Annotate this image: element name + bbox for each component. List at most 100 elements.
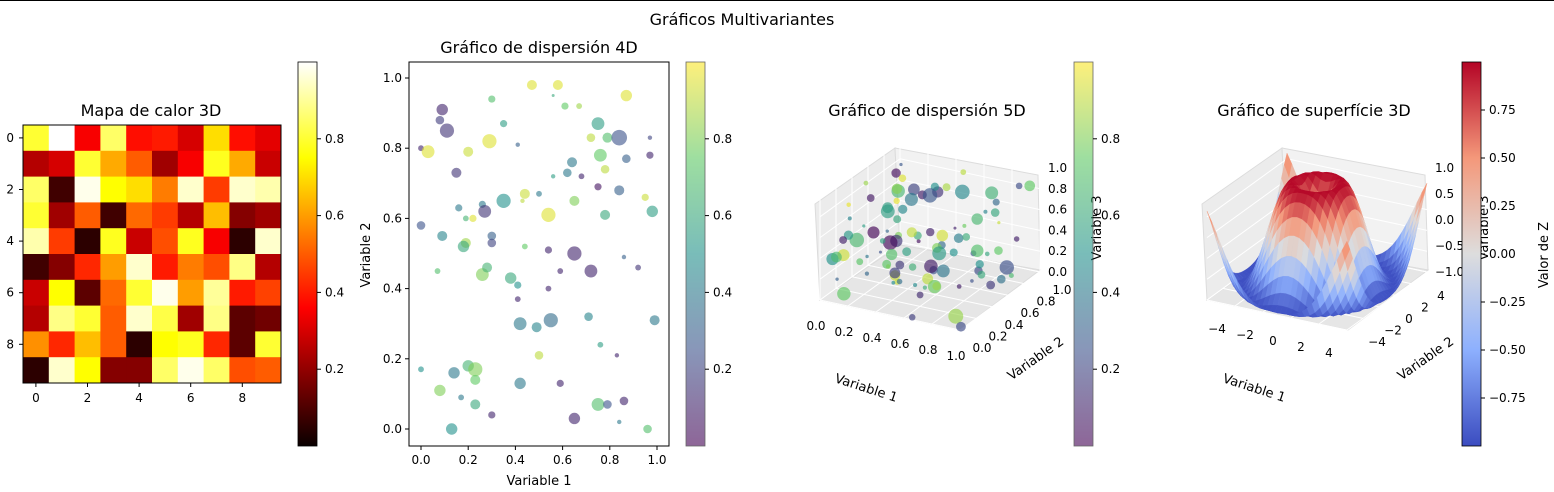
heatmap-cell bbox=[229, 305, 256, 332]
heatmap-cell bbox=[152, 202, 179, 229]
scatter5d-point bbox=[955, 184, 970, 200]
heatmap-cell bbox=[177, 150, 204, 177]
scatter4d-xtick-label: 0.6 bbox=[553, 453, 572, 467]
scatter5d-point bbox=[971, 213, 983, 225]
heatmap-cell bbox=[100, 176, 127, 203]
scatter4d-point bbox=[470, 399, 481, 410]
scatter4d-ylabel: Variable 2 bbox=[359, 222, 374, 287]
scatter4d-point bbox=[519, 188, 530, 199]
scatter4d-point bbox=[646, 151, 654, 159]
scatter5d-point bbox=[996, 274, 1006, 284]
scatter4d-point bbox=[437, 230, 448, 241]
scatter5d-gridline bbox=[819, 179, 901, 239]
heatmap-ytick-label: 2 bbox=[6, 183, 14, 197]
heatmap-xtick-label: 8 bbox=[238, 391, 246, 405]
scatter4d-point bbox=[567, 246, 582, 261]
heatmap-cell bbox=[23, 331, 50, 358]
scatter5d-point bbox=[971, 244, 984, 257]
scatter5d-point bbox=[893, 215, 902, 224]
scatter5d-gridline bbox=[959, 271, 1041, 331]
heatmap-cell bbox=[126, 305, 153, 332]
scatter5d-point bbox=[984, 251, 990, 257]
scatter5d-point bbox=[953, 233, 964, 244]
scatter4d-point bbox=[436, 103, 448, 116]
surface-facet bbox=[1341, 240, 1351, 261]
surface-ytick-label: 4 bbox=[1437, 289, 1445, 303]
heatmap-cell bbox=[48, 202, 75, 229]
scatter5d-point bbox=[916, 239, 921, 244]
scatter4d-point bbox=[594, 183, 602, 191]
scatter5d-gridline bbox=[847, 247, 929, 307]
heatmap-cell bbox=[100, 150, 127, 177]
scatter4d-point bbox=[439, 123, 455, 138]
scatter4d-point bbox=[455, 204, 463, 212]
scatter5d-point bbox=[962, 223, 967, 228]
scatter5d-title: Gráfico de dispersión 5D bbox=[828, 101, 1025, 120]
scatter5d-point bbox=[849, 232, 865, 248]
heatmap-xtick-label: 6 bbox=[187, 391, 195, 405]
scatter5d-point bbox=[927, 279, 942, 294]
surface-xtick-label: 4 bbox=[1325, 346, 1333, 360]
scatter4d-point bbox=[496, 193, 511, 208]
heatmap-cell bbox=[23, 305, 50, 332]
scatter4d-point bbox=[611, 129, 628, 146]
scatter5d-point bbox=[986, 280, 996, 290]
surface-gridline bbox=[1206, 137, 1288, 197]
heatmap-cell bbox=[48, 357, 75, 384]
scatter4d-point bbox=[457, 240, 470, 253]
scatter5d-point bbox=[891, 280, 896, 285]
heatmap-cell bbox=[177, 176, 204, 203]
scatter5d-point bbox=[949, 248, 958, 257]
scatter5d-point bbox=[904, 192, 918, 206]
surface-gridline bbox=[1206, 179, 1288, 239]
surface-xtick-label: −2 bbox=[1236, 328, 1254, 342]
scatter4d-point bbox=[421, 145, 435, 159]
surface-colorbar-tick-label: 0.75 bbox=[1489, 103, 1516, 117]
scatter4d-xlabel: Variable 1 bbox=[506, 474, 571, 489]
scatter5d-point bbox=[962, 233, 971, 241]
heatmap-cell bbox=[229, 331, 256, 358]
surface-ztick-label: 1.0 bbox=[1435, 161, 1454, 175]
heatmap-cell bbox=[74, 305, 101, 332]
scatter5d-point bbox=[862, 224, 866, 228]
surface-colorbar-tick-label: 0.00 bbox=[1489, 247, 1516, 261]
surface-xlabel: Variable 1 bbox=[1221, 371, 1287, 405]
heatmap-cell bbox=[48, 150, 75, 177]
heatmap-cell bbox=[255, 176, 282, 203]
heatmap-cell bbox=[152, 305, 179, 332]
heatmap-panel: Mapa de calor 3D 0 2 4 6 8 0 2 4 6 8 0.2 0.4 0.6 0.… bbox=[6, 61, 344, 447]
scatter4d-point bbox=[617, 419, 622, 425]
scatter4d-point bbox=[614, 185, 625, 196]
scatter4d-point bbox=[458, 394, 465, 401]
scatter5d-point bbox=[922, 285, 927, 290]
heatmap-cell bbox=[177, 357, 204, 384]
surface-colorbar-tick-label: −0.75 bbox=[1489, 391, 1526, 405]
heatmap-cell bbox=[177, 202, 204, 229]
scatter4d-xtick-label: 1.0 bbox=[647, 453, 666, 467]
heatmap-cell bbox=[177, 331, 204, 358]
scatter5d-point bbox=[843, 230, 854, 240]
surface-colorbar-tick-label: −0.25 bbox=[1489, 295, 1526, 309]
scatter4d-point bbox=[515, 142, 520, 147]
scatter4d-title: Gráfico de dispersión 4D bbox=[440, 38, 637, 57]
surface-title: Gráfico de superfície 3D bbox=[1217, 101, 1410, 120]
heatmap-cell bbox=[177, 254, 204, 281]
surface-colorbar-tick-label: 0.25 bbox=[1489, 199, 1516, 213]
heatmap-cell bbox=[23, 202, 50, 229]
scatter4d-point bbox=[550, 174, 556, 179]
scatter5d-gridline bbox=[899, 241, 1041, 273]
heatmap-cell bbox=[126, 331, 153, 358]
heatmap-cell bbox=[74, 125, 101, 152]
scatter4d-point bbox=[470, 374, 481, 385]
surface-ytick-label: 0 bbox=[1405, 312, 1413, 326]
scatter4d-point bbox=[487, 238, 497, 248]
heatmap-cell bbox=[255, 254, 282, 281]
scatter5d-point bbox=[926, 227, 935, 237]
scatter5d-point bbox=[902, 247, 912, 257]
top-border bbox=[0, 0, 1554, 1]
heatmap-cell bbox=[229, 176, 256, 203]
scatter4d-point bbox=[531, 322, 542, 333]
scatter4d-point bbox=[641, 193, 649, 201]
heatmap-xtick-label: 2 bbox=[84, 391, 92, 405]
scatter5d-gridline bbox=[875, 253, 957, 313]
